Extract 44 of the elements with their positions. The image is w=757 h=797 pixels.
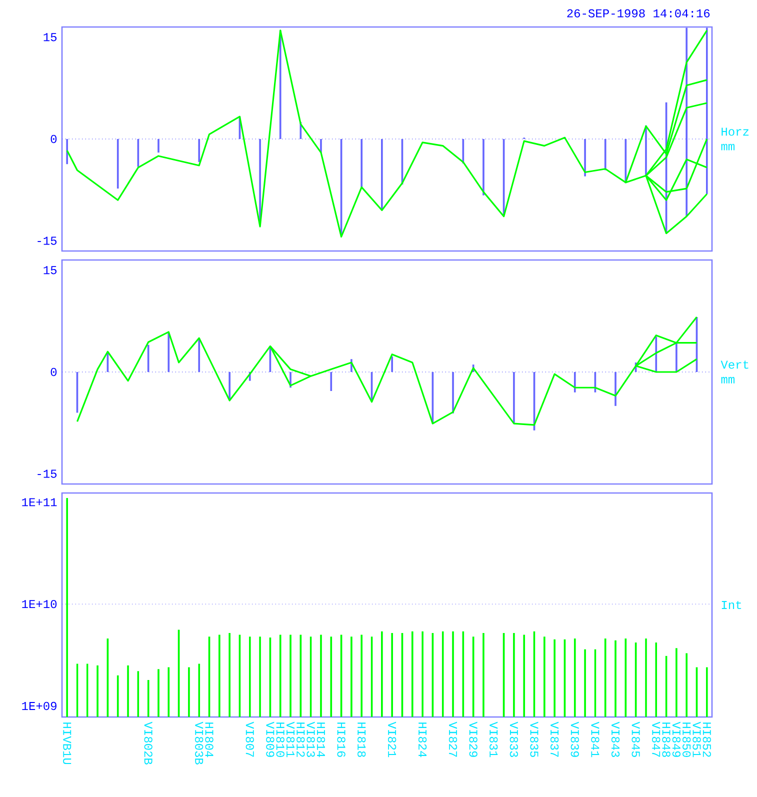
y-tick-label: 15 (44, 33, 57, 42)
x-tick-label: HI848 (662, 722, 670, 757)
x-tick-label: VI845 (632, 722, 640, 757)
x-tick-label: VI851 (692, 722, 701, 758)
y-tick-label: 1E+09 (22, 702, 56, 710)
y-axis-title: Horz mm (721, 128, 749, 150)
x-tick-label: HI852 (702, 722, 711, 757)
y-axis-title: Vert mm (720, 360, 748, 384)
x-tick-label: VI833 (510, 722, 518, 757)
x-tick-label: VI847 (652, 722, 660, 757)
y-tick-label: 15 (44, 266, 57, 274)
y-axis-title: Int (722, 600, 742, 610)
x-tick-label: VI829 (469, 722, 478, 757)
y-tick-label: -15 (38, 236, 57, 245)
x-tick-label: VI831 (490, 722, 498, 758)
x-tick-label: VI807 (246, 722, 254, 757)
x-tick-label: VI843 (611, 722, 620, 757)
y-tick-label: 0 (50, 134, 57, 144)
x-tick-label: HI804 (205, 722, 214, 758)
x-tick-label: VI811 (286, 722, 295, 758)
x-tick-label: VI827 (448, 722, 458, 757)
x-tick-label: HI810 (276, 722, 284, 757)
x-tick-label: VI841 (591, 722, 600, 758)
x-tick-label: HI816 (337, 722, 346, 757)
x-tick-label: HI814 (316, 722, 326, 758)
x-tick-label: HIVB1U (63, 722, 72, 764)
x-tick-label: VI809 (266, 722, 274, 757)
x-tick-label: VI837 (550, 722, 559, 757)
x-tick-label: VI802B (144, 722, 152, 764)
chart-title: 26-SEP-1998 14:04:16 (567, 9, 710, 18)
x-tick-label: VI849 (672, 722, 681, 757)
x-tick-label: VI839 (570, 722, 579, 757)
x-tick-label: VI835 (530, 722, 538, 757)
x-tick-label: HI824 (418, 722, 427, 758)
x-tick-label: HI812 (296, 722, 305, 757)
x-tick-label: VI813 (306, 722, 315, 757)
y-tick-label: 1E+11 (22, 498, 57, 506)
y-tick-label: 0 (50, 368, 57, 376)
x-tick-label: VI821 (388, 722, 396, 758)
x-tick-label: VI803B (195, 722, 204, 764)
y-tick-label: -15 (38, 470, 57, 478)
x-tick-label: HI850 (682, 722, 691, 757)
x-tick-label: HI818 (358, 722, 366, 757)
y-tick-label: 1E+10 (22, 600, 57, 608)
